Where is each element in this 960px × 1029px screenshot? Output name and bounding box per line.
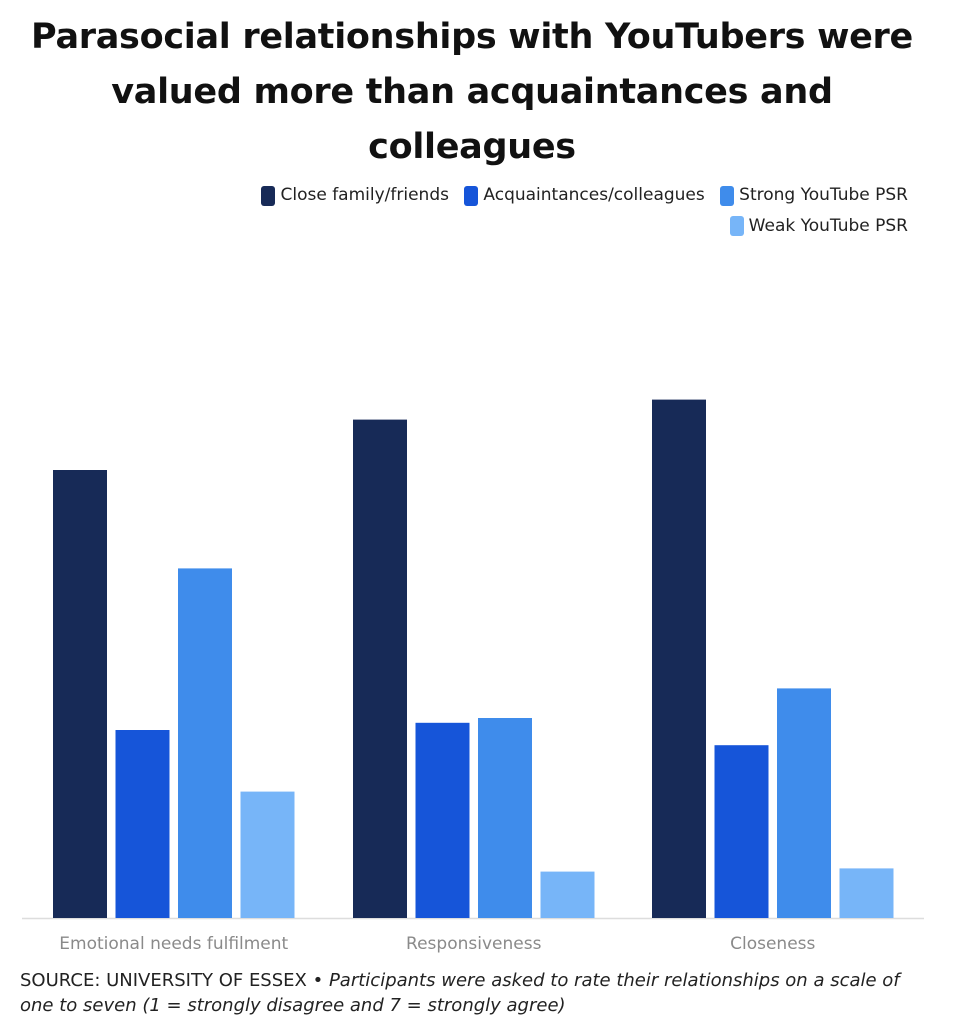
bar-responsiveness-acquaintances-colleagues: [415, 722, 470, 918]
legend-item-strong-psr: Strong YouTube PSR: [720, 183, 908, 208]
legend-item-acquaintances: Acquaintances/colleagues: [464, 183, 705, 208]
legend-label-close-family: Close family/friends: [280, 185, 449, 205]
legend-swatch-strong-psr: [720, 185, 735, 206]
source-description: Participants were asked to rate their re…: [20, 970, 900, 1016]
bar-emotional-needs-fulfilment-acquaintances-colleagues: [115, 730, 170, 918]
legend-swatch-close-family: [261, 185, 276, 206]
bar-responsiveness-strong-youtube-psr: [478, 718, 532, 918]
bar-closeness-close-family-friends: [652, 399, 706, 919]
bar-emotional-needs-fulfilment-weak-youtube-psr: [240, 791, 295, 918]
bar-responsiveness-weak-youtube-psr: [540, 871, 595, 918]
legend: Close family/friends Acquaintances/colle…: [188, 183, 908, 244]
chart-title: Parasocial relationships with YouTubers …: [31, 17, 913, 167]
bar-closeness-acquaintances-colleagues: [714, 745, 769, 918]
x-tick-label: Closeness: [730, 934, 815, 954]
bar-emotional-needs-fulfilment-close-family-friends: [53, 470, 107, 918]
x-tick-label: Emotional needs fulfilment: [59, 934, 288, 954]
legend-label-weak-psr: Weak YouTube PSR: [748, 215, 908, 236]
bar-chart: Emotional needs fulfilment Responsiveness…: [22, 399, 924, 954]
legend-item-close-family: Close family/friends: [261, 183, 449, 208]
bar-closeness-weak-youtube-psr: [839, 868, 894, 918]
legend-label-strong-psr: Strong YouTube PSR: [739, 185, 908, 205]
x-tick-label: Responsiveness: [406, 934, 542, 954]
legend-label-acquaintances: Acquaintances/colleagues: [483, 185, 705, 205]
bar-emotional-needs-fulfilment-strong-youtube-psr: [178, 568, 232, 918]
legend-swatch-acquaintances: [464, 185, 479, 206]
source-label: SOURCE: UNIVERSITY OF ESSEX •: [20, 970, 324, 991]
legend-swatch-weak-psr: [729, 216, 744, 236]
legend-item-weak-psr: Weak YouTube PSR: [729, 214, 908, 239]
source-note: SOURCE: UNIVERSITY OF ESSEX • Participan…: [20, 968, 930, 1018]
bar-closeness-strong-youtube-psr: [777, 688, 831, 918]
bar-responsiveness-close-family-friends: [353, 419, 407, 918]
